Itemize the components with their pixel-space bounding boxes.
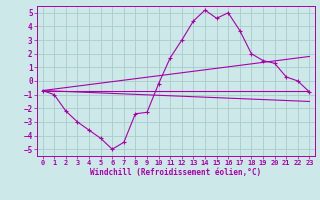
X-axis label: Windchill (Refroidissement éolien,°C): Windchill (Refroidissement éolien,°C) (91, 168, 261, 177)
